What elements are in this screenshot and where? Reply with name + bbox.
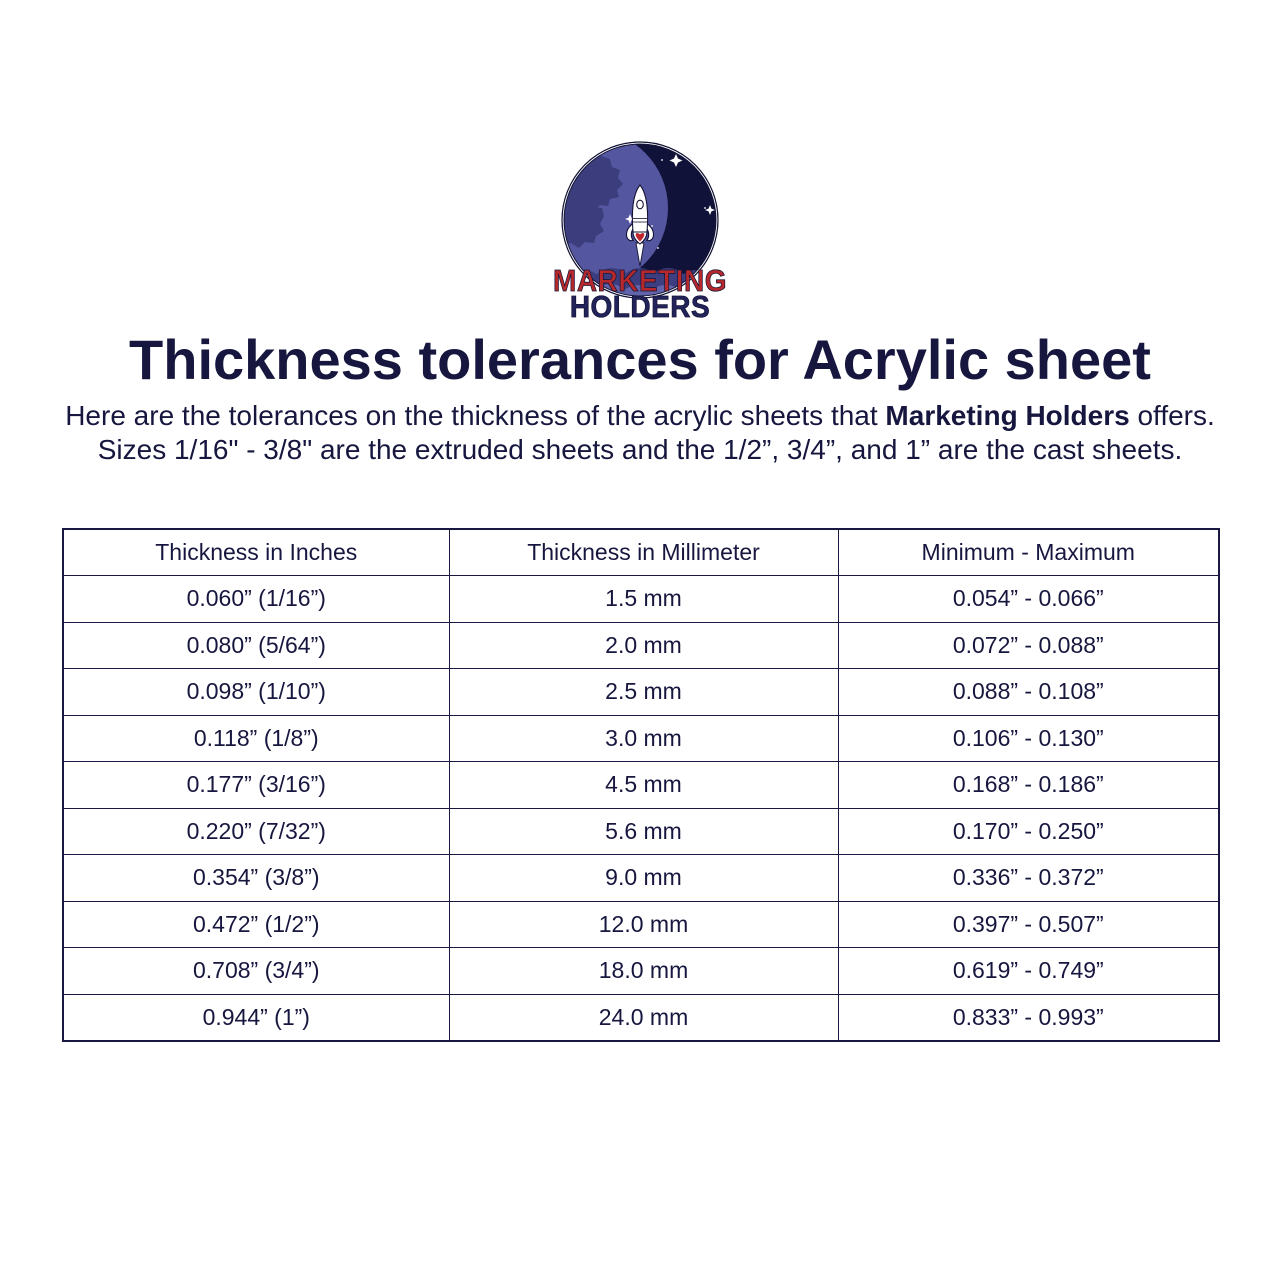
svg-text:HOLDERS: HOLDERS: [570, 291, 710, 324]
